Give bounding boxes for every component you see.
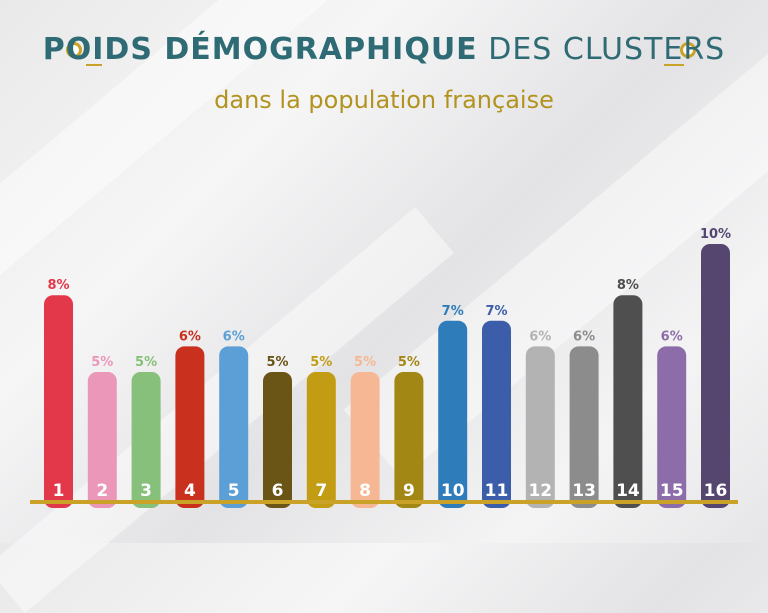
value-label-15: 6% [661, 329, 683, 344]
title-dot-right [680, 42, 696, 58]
chart-subtitle: dans la population française [214, 86, 554, 114]
category-label-2: 2 [96, 481, 108, 501]
bar-cluster-1 [44, 295, 73, 508]
bar-cluster-12 [525, 346, 555, 508]
category-label-14: 14 [616, 481, 640, 501]
bar-cluster-3 [131, 372, 161, 508]
bar-cluster-5 [219, 346, 249, 508]
value-label-6: 5% [266, 355, 288, 370]
chart-baseline [30, 500, 738, 504]
category-label-15: 15 [660, 481, 684, 501]
value-label-9: 5% [398, 355, 420, 370]
chart-title-bold: POIDS DÉMOGRAPHIQUE [42, 32, 478, 67]
value-label-16: 10% [700, 227, 731, 242]
value-label-1: 8% [47, 278, 69, 293]
category-label-13: 13 [572, 481, 596, 501]
value-label-14: 8% [617, 278, 639, 293]
title-line-left [86, 64, 102, 66]
value-label-7: 5% [310, 355, 332, 370]
bar-cluster-14 [613, 295, 643, 508]
bar-cluster-10 [438, 320, 468, 508]
bar-cluster-7 [306, 372, 336, 508]
category-label-5: 5 [228, 481, 240, 501]
value-label-8: 5% [354, 355, 376, 370]
bar-cluster-16 [701, 244, 730, 508]
chart-title: POIDS DÉMOGRAPHIQUE DES CLUSTERS [0, 32, 768, 67]
value-label-10: 7% [442, 304, 464, 319]
bar-cluster-13 [569, 346, 599, 508]
category-label-16: 16 [704, 481, 728, 501]
category-label-3: 3 [140, 481, 152, 501]
category-label-6: 6 [272, 481, 284, 501]
bar-cluster-8 [350, 372, 380, 508]
value-label-4: 6% [179, 329, 201, 344]
value-label-12: 6% [529, 329, 551, 344]
category-label-7: 7 [315, 481, 327, 501]
bar-cluster-15 [657, 346, 687, 508]
chart-title-light: DES CLUSTERS [488, 32, 726, 67]
category-label-1: 1 [53, 481, 65, 501]
category-label-4: 4 [184, 481, 196, 501]
bar-cluster-2 [87, 372, 117, 508]
value-label-11: 7% [485, 304, 507, 319]
bar-cluster-4 [175, 346, 205, 508]
category-label-8: 8 [359, 481, 371, 501]
bar-cluster-6 [263, 372, 292, 508]
value-label-5: 6% [223, 329, 245, 344]
title-dot-left [66, 42, 82, 58]
value-label-13: 6% [573, 329, 595, 344]
bar-cluster-11 [482, 320, 511, 508]
title-line-right [664, 64, 684, 66]
category-label-12: 12 [528, 481, 552, 501]
bar-cluster-9 [394, 372, 424, 508]
category-label-11: 11 [485, 481, 509, 501]
category-label-10: 10 [441, 481, 465, 501]
bar-chart: 8% 1 5% 2 5% 3 6% 4 6% 5 5% 6 5% 7 5% 8 5% 9 7% 10 7% 11 6% 12 6… [44, 227, 731, 508]
value-label-2: 5% [91, 355, 113, 370]
value-label-3: 5% [135, 355, 157, 370]
category-label-9: 9 [403, 481, 415, 501]
